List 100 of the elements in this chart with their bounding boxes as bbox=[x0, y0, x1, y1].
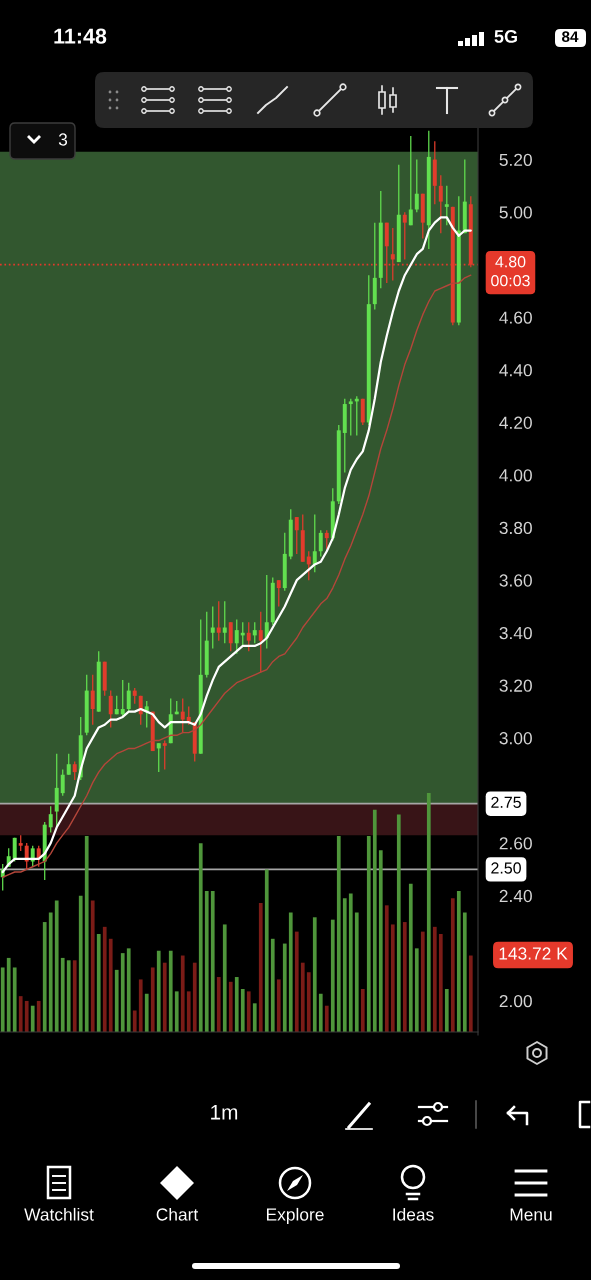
bar bbox=[366, 836, 371, 1032]
bar bbox=[228, 981, 233, 1032]
bar bbox=[408, 883, 413, 1032]
bar bbox=[66, 960, 71, 1032]
y-tick-label: 3.20 bbox=[499, 679, 532, 692]
bar bbox=[60, 957, 65, 1032]
bar bbox=[276, 979, 281, 1032]
text: Menu bbox=[510, 1208, 552, 1221]
y-tick-label: 2.40 bbox=[499, 889, 532, 903]
y-tick-label: 5.00 bbox=[499, 206, 532, 219]
bar bbox=[174, 991, 179, 1032]
bar bbox=[120, 953, 125, 1032]
bar bbox=[336, 836, 341, 1032]
text: Watchlist bbox=[24, 1207, 94, 1221]
y-tick-label: 4.40 bbox=[499, 364, 532, 377]
bar bbox=[354, 912, 359, 1032]
bar bbox=[324, 1005, 329, 1032]
candlestick bbox=[66, 753, 71, 776]
y-tick-label: 2.60 bbox=[499, 837, 532, 850]
bar bbox=[198, 843, 203, 1032]
bar bbox=[0, 967, 5, 1032]
text: Explore bbox=[266, 1207, 324, 1225]
candlestick bbox=[90, 674, 95, 726]
bar bbox=[36, 1000, 41, 1032]
candlestick bbox=[306, 550, 311, 581]
y-tick-label: 4.60 bbox=[499, 311, 532, 324]
bar bbox=[150, 967, 155, 1032]
bar bbox=[258, 902, 263, 1032]
bar bbox=[48, 912, 53, 1032]
text: 5G bbox=[494, 30, 517, 43]
candlestick bbox=[180, 697, 185, 734]
bar bbox=[444, 988, 449, 1032]
bar bbox=[420, 931, 425, 1032]
candlestick bbox=[252, 621, 257, 644]
bar bbox=[156, 950, 161, 1032]
candlestick bbox=[246, 621, 251, 652]
bar bbox=[114, 969, 119, 1032]
bar bbox=[210, 890, 215, 1032]
bar bbox=[72, 960, 77, 1032]
bar bbox=[294, 931, 299, 1032]
bar bbox=[432, 926, 437, 1032]
bar bbox=[288, 912, 293, 1032]
bar bbox=[12, 967, 17, 1032]
text: Chart bbox=[156, 1207, 199, 1221]
candlestick bbox=[276, 579, 281, 608]
ref-line-label: 4.80 00:03 bbox=[491, 256, 530, 287]
annotation: 3 bbox=[58, 133, 68, 146]
candlestick bbox=[162, 739, 167, 771]
candlestick bbox=[414, 158, 419, 213]
candlestick bbox=[444, 185, 449, 226]
candlestick bbox=[360, 398, 365, 426]
bar bbox=[168, 950, 173, 1032]
bar bbox=[270, 938, 275, 1032]
bar bbox=[330, 919, 335, 1032]
bar bbox=[318, 993, 323, 1032]
candlestick bbox=[54, 753, 59, 828]
candlestick bbox=[48, 805, 53, 834]
bar bbox=[54, 900, 59, 1032]
bar bbox=[456, 890, 461, 1032]
ref-line-label: 2.50 bbox=[491, 862, 521, 874]
candlestick bbox=[348, 398, 353, 437]
bar bbox=[162, 962, 167, 1032]
candlestick bbox=[222, 600, 227, 644]
bar bbox=[438, 934, 443, 1032]
text: 143.72 K bbox=[499, 947, 568, 960]
bar bbox=[222, 924, 227, 1032]
bar bbox=[360, 988, 365, 1032]
candlestick bbox=[294, 516, 299, 555]
candlestick bbox=[126, 682, 131, 713]
bar bbox=[126, 948, 131, 1032]
bar bbox=[144, 993, 149, 1032]
candlestick bbox=[408, 135, 413, 226]
candlestick bbox=[156, 742, 161, 773]
bar bbox=[102, 926, 107, 1032]
text: 11:48 bbox=[54, 28, 107, 44]
bar bbox=[414, 948, 419, 1032]
candlestick bbox=[402, 211, 407, 261]
y-tick-label: 4.00 bbox=[499, 469, 532, 482]
bar bbox=[108, 938, 113, 1032]
bar bbox=[240, 988, 245, 1032]
bar bbox=[450, 898, 455, 1032]
candlestick bbox=[210, 605, 215, 650]
bar bbox=[96, 934, 101, 1032]
bar bbox=[204, 890, 209, 1032]
bar bbox=[18, 996, 23, 1032]
bar bbox=[372, 809, 377, 1032]
text: 1m bbox=[211, 1105, 238, 1120]
bar bbox=[264, 869, 269, 1032]
bar bbox=[378, 850, 383, 1032]
bar bbox=[306, 972, 311, 1032]
candlestick bbox=[228, 621, 233, 652]
bar bbox=[462, 912, 467, 1032]
bar bbox=[468, 955, 473, 1032]
bar bbox=[84, 836, 89, 1032]
bar bbox=[42, 922, 47, 1032]
candlestick bbox=[216, 600, 221, 642]
bar bbox=[90, 900, 95, 1032]
y-tick-label: 3.00 bbox=[499, 732, 532, 745]
bar bbox=[24, 1000, 29, 1032]
y-tick-label: 3.40 bbox=[499, 626, 532, 640]
